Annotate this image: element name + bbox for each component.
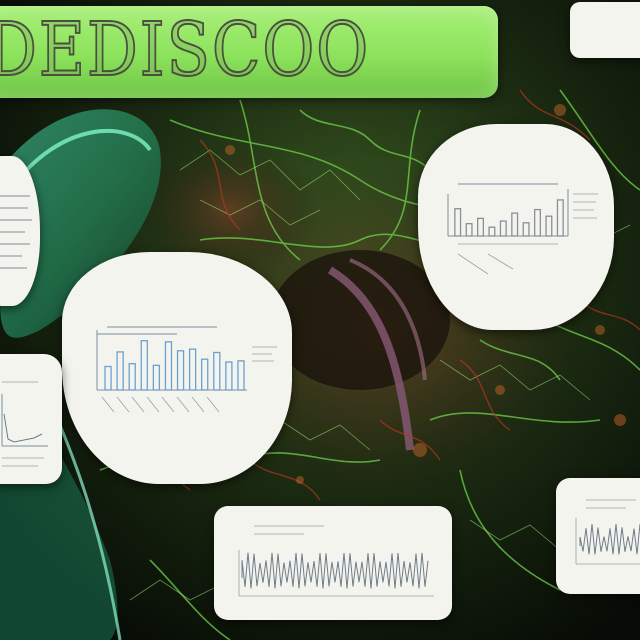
bar — [499, 220, 507, 237]
waveform-a — [241, 552, 429, 589]
bar — [201, 358, 209, 391]
bar — [104, 365, 112, 391]
bar — [556, 199, 564, 237]
banner-title: DEDISCOO — [0, 6, 371, 94]
card-left-edge — [0, 156, 40, 306]
bar — [176, 350, 185, 391]
bar — [225, 361, 233, 391]
bar — [522, 222, 530, 237]
bar — [454, 208, 462, 237]
bar — [140, 340, 148, 391]
bar — [511, 212, 519, 237]
bar — [128, 363, 136, 391]
card-bottom-center-chart — [214, 506, 452, 620]
bar — [488, 226, 496, 237]
bar — [213, 351, 221, 391]
bar — [116, 351, 124, 391]
title-banner: DEDISCOO — [0, 6, 498, 98]
card-upper-right-chart — [418, 124, 614, 330]
waveform-b — [579, 523, 640, 555]
bar — [477, 217, 485, 237]
bar — [534, 208, 542, 237]
bar — [152, 364, 161, 391]
bar — [545, 215, 553, 237]
bar-chart-b — [454, 199, 564, 237]
bar — [188, 348, 197, 391]
card-center-left-chart — [62, 252, 292, 484]
card-left-bottom-chart — [0, 354, 62, 484]
card-bottom-right-chart — [556, 478, 640, 594]
card-top-right-corner — [570, 2, 640, 58]
bar — [465, 223, 473, 237]
bar — [237, 360, 245, 391]
bar — [164, 341, 173, 391]
bar-chart-a — [104, 340, 245, 391]
